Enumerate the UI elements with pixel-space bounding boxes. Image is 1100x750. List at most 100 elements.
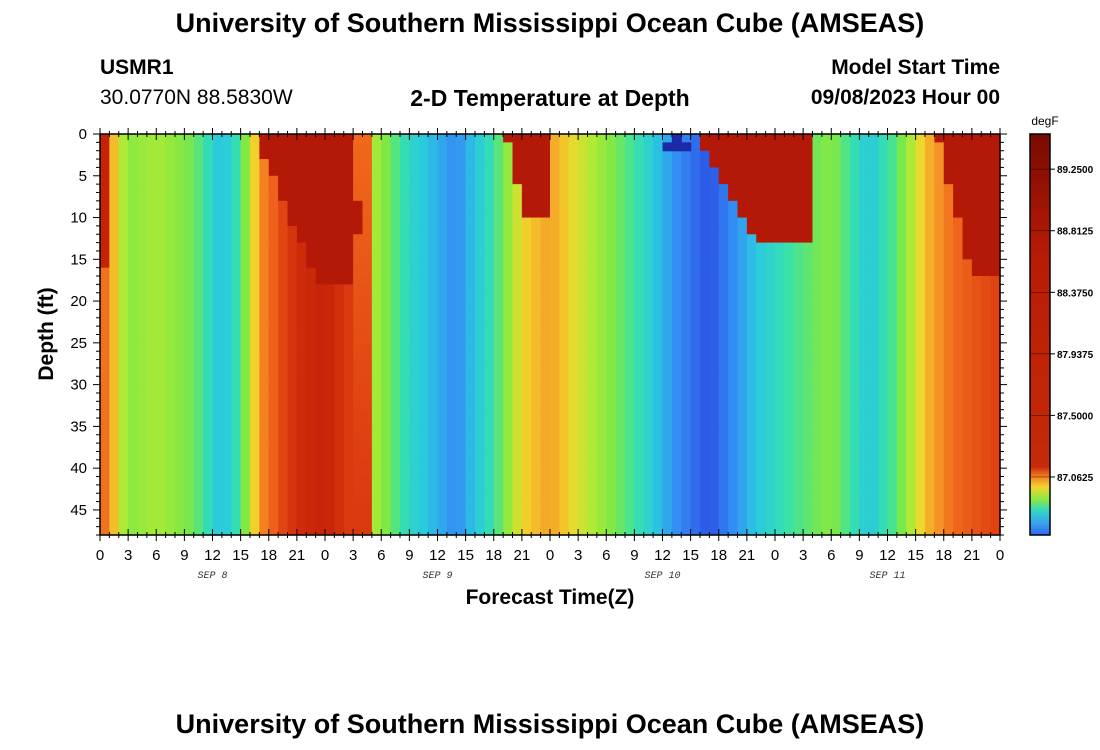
- heatmap-cell: [578, 209, 589, 219]
- heatmap-cell: [278, 192, 289, 202]
- heatmap-cell: [306, 476, 317, 486]
- heatmap-cell: [709, 426, 720, 436]
- heatmap-cell: [381, 501, 392, 511]
- heatmap-cell: [943, 192, 954, 202]
- heatmap-cell: [718, 209, 729, 219]
- heatmap-cell: [971, 267, 982, 277]
- heatmap-cell: [953, 468, 964, 478]
- heatmap-cell: [287, 184, 298, 194]
- heatmap-cell: [859, 484, 870, 494]
- heatmap-cell: [681, 459, 692, 469]
- heatmap-cell: [184, 334, 195, 344]
- heatmap-cell: [109, 192, 120, 202]
- heatmap-cell: [718, 175, 729, 185]
- heatmap-cell: [831, 443, 842, 453]
- heatmap-cell: [100, 392, 110, 402]
- heatmap-cell: [100, 142, 110, 152]
- heatmap-cell: [671, 426, 682, 436]
- heatmap-cell: [690, 167, 701, 177]
- heatmap-cell: [475, 468, 485, 478]
- heatmap-cell: [428, 484, 439, 494]
- heatmap-cell: [390, 267, 401, 277]
- heatmap-cell: [840, 493, 851, 503]
- heatmap-cell: [325, 476, 335, 486]
- heatmap-cell: [737, 443, 748, 453]
- heatmap-cell: [559, 367, 570, 377]
- heatmap-cell: [325, 401, 335, 411]
- heatmap-cell: [137, 309, 148, 319]
- heatmap-cell: [887, 242, 898, 252]
- heatmap-cell: [446, 326, 457, 336]
- heatmap-cell: [681, 342, 692, 352]
- heatmap-cell: [428, 292, 439, 302]
- heatmap-cell: [850, 142, 860, 152]
- heatmap-cell: [775, 200, 785, 210]
- heatmap-cell: [793, 509, 804, 519]
- heatmap-cell: [868, 526, 879, 536]
- heatmap-cell: [146, 259, 157, 269]
- heatmap-cell: [259, 384, 270, 394]
- heatmap-cell: [175, 309, 185, 319]
- heatmap-cell: [718, 518, 729, 528]
- heatmap-cell: [287, 284, 298, 294]
- heatmap-cell: [859, 292, 870, 302]
- heatmap-cell: [812, 434, 823, 444]
- heatmap-cell: [465, 250, 476, 260]
- heatmap-cell: [934, 468, 945, 478]
- heatmap-cell: [503, 493, 514, 503]
- heatmap-cell: [606, 367, 617, 377]
- heatmap-cell: [625, 150, 635, 160]
- heatmap-cell: [296, 443, 307, 453]
- heatmap-cell: [465, 217, 476, 227]
- heatmap-cell: [156, 434, 167, 444]
- heatmap-cell: [203, 376, 214, 386]
- heatmap-cell: [165, 175, 176, 185]
- heatmap-cell: [756, 493, 767, 503]
- heatmap-cell: [109, 200, 120, 210]
- heatmap-cell: [371, 451, 382, 461]
- heatmap-cell: [268, 159, 279, 169]
- heatmap-cell: [737, 451, 748, 461]
- heatmap-cell: [550, 192, 560, 202]
- heatmap-cell: [925, 150, 935, 160]
- heatmap-cell: [521, 459, 532, 469]
- heatmap-cell: [821, 401, 832, 411]
- heatmap-cell: [287, 359, 298, 369]
- heatmap-cell: [625, 401, 635, 411]
- heatmap-cell: [306, 501, 317, 511]
- heatmap-cell: [596, 225, 607, 235]
- heatmap-cell: [531, 459, 542, 469]
- heatmap-cell: [381, 142, 392, 152]
- heatmap-cell: [690, 501, 701, 511]
- heatmap-cell: [971, 342, 982, 352]
- heatmap-cell: [812, 359, 823, 369]
- heatmap-cell: [962, 242, 973, 252]
- heatmap-cell: [915, 175, 926, 185]
- heatmap-cell: [943, 326, 954, 336]
- heatmap-cell: [353, 484, 364, 494]
- heatmap-cell: [859, 493, 870, 503]
- heatmap-cell: [896, 200, 907, 210]
- heatmap-cell: [887, 250, 898, 260]
- heatmap-cell: [400, 509, 410, 519]
- heatmap-cell: [250, 426, 260, 436]
- heatmap-cell: [315, 367, 326, 377]
- heatmap-cell: [156, 351, 167, 361]
- heatmap-cell: [578, 284, 589, 294]
- heatmap-cell: [278, 451, 289, 461]
- heatmap-cell: [343, 376, 354, 386]
- heatmap-cell: [353, 326, 364, 336]
- heatmap-cell: [521, 484, 532, 494]
- heatmap-cell: [343, 217, 354, 227]
- heatmap-cell: [850, 284, 860, 294]
- heatmap-cell: [315, 384, 326, 394]
- heatmap-cell: [540, 342, 551, 352]
- heatmap-cell: [596, 334, 607, 344]
- heatmap-cell: [175, 167, 185, 177]
- heatmap-cell: [456, 401, 467, 411]
- heatmap-cell: [878, 401, 889, 411]
- heatmap-cell: [390, 342, 401, 352]
- heatmap-cell: [221, 267, 232, 277]
- heatmap-cell: [971, 451, 982, 461]
- heatmap-cell: [118, 234, 129, 244]
